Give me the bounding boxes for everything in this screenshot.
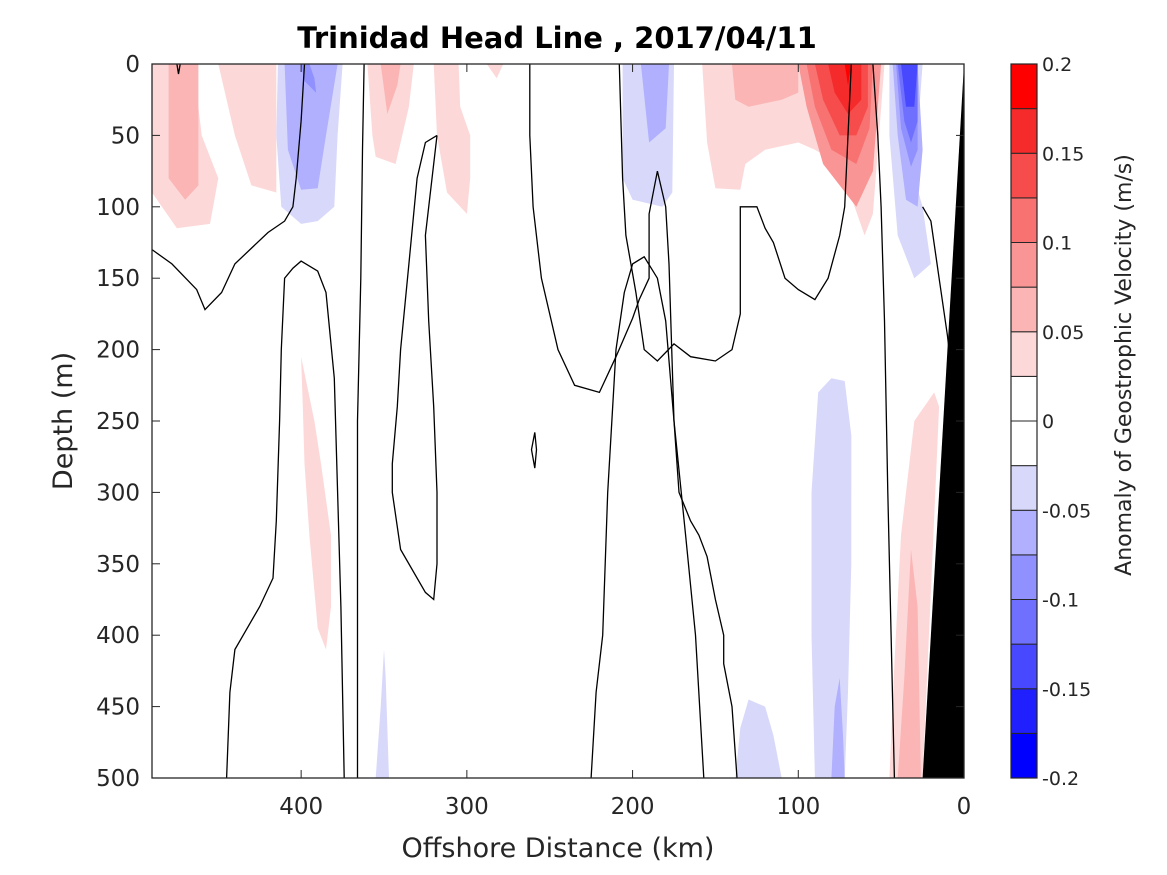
- zero-contour-lines: [152, 64, 964, 778]
- y-tick-label: 200: [96, 338, 140, 364]
- colorbar-label: Anomaly of Geostrophic Velocity (m/s): [1112, 154, 1137, 576]
- colorbar-band: [1010, 599, 1038, 645]
- colorbar-band: [1010, 732, 1038, 779]
- colorbar-band: [1010, 420, 1038, 467]
- colorbar-band: [1010, 554, 1038, 600]
- chart-title: Trinidad Head Line , 2017/04/11: [297, 21, 817, 55]
- filled-region-red-deep-390km: [301, 356, 331, 650]
- y-axis-label: Depth (m): [48, 352, 79, 490]
- x-tick-label: 400: [279, 794, 323, 820]
- x-tick-label: 100: [776, 794, 820, 820]
- filled-region-blue-coastal-level5: [901, 64, 918, 107]
- filled-region-red-core-345km: [380, 64, 401, 114]
- colorbar-band: [1010, 465, 1038, 511]
- contour-west-deep: [225, 260, 345, 778]
- y-tick-label: 400: [96, 623, 140, 649]
- x-tick-label: 300: [445, 794, 489, 820]
- x-axis-ticks: 400 300 200 100 0: [279, 64, 971, 820]
- contour-150km: [618, 64, 852, 362]
- colorbar-band: [1010, 286, 1038, 333]
- filled-region-red-lobe-70km-level5: [828, 64, 862, 114]
- colorbar-band: [1010, 152, 1038, 199]
- contour-west: [152, 64, 306, 311]
- contour-320km: [391, 134, 438, 601]
- colorbar-tick-label: 0.05: [1042, 322, 1084, 344]
- colorbar-tick-label: -0.15: [1042, 679, 1091, 701]
- colorbar-tick-label: 0: [1042, 411, 1054, 433]
- colorbar: 0.2 0.15 0.1 0.05 0 -0.05 -0.1 -0.15 -0.2: [1010, 54, 1091, 790]
- colorbar-band: [1010, 108, 1038, 154]
- contour-coastal: [872, 64, 896, 778]
- y-axis-ticks: 0 50 100 150 200 250 300 350 400 450 500: [96, 52, 964, 792]
- colorbar-band: [1010, 688, 1038, 734]
- filled-region-red-lobe-275km: [486, 64, 504, 79]
- y-tick-label: 0: [125, 52, 140, 78]
- colorbar-band: [1010, 509, 1038, 556]
- x-tick-label: 200: [611, 794, 655, 820]
- y-tick-label: 350: [96, 552, 140, 578]
- x-tick-label: 0: [957, 794, 972, 820]
- contour-280km-loop: [529, 64, 738, 778]
- plot-area: 400 300 200 100 0 0 50 100 150 200 250 300 350 400 45…: [96, 52, 971, 820]
- colorbar-band: [1010, 643, 1038, 690]
- y-tick-label: 150: [96, 266, 140, 292]
- y-tick-label: 100: [96, 195, 140, 221]
- filled-region-blue-deep-350km: [375, 649, 389, 778]
- filled-region-red-lobe-345km: [367, 64, 414, 164]
- y-tick-label: 50: [111, 123, 140, 149]
- colorbar-band: [1010, 375, 1038, 422]
- y-tick-label: 300: [96, 480, 140, 506]
- filled-region-blue-deep-80km-core: [831, 678, 845, 778]
- filled-region-red-coastal-deep-core: [897, 549, 921, 778]
- colorbar-tick-label: -0.2: [1042, 768, 1079, 790]
- colorbar-tick-label: 0.1: [1042, 233, 1072, 255]
- colorbar-band: [1010, 197, 1038, 243]
- colorbar-tick-label: 0.15: [1042, 143, 1084, 165]
- colorbar-band: [1010, 242, 1038, 288]
- y-tick-label: 450: [96, 695, 140, 721]
- colorbar-tick-label: 0.2: [1042, 54, 1072, 76]
- y-tick-label: 250: [96, 409, 140, 435]
- filled-contours: [152, 64, 940, 778]
- colorbar-tick-label: -0.05: [1042, 500, 1091, 522]
- filled-region-blue-deep-80km: [811, 378, 852, 778]
- x-axis-label: Offshore Distance (km): [402, 833, 715, 864]
- y-tick-label: 500: [96, 766, 140, 792]
- bathymetry: [922, 64, 964, 778]
- filled-region-red-mid-140km: [732, 64, 799, 107]
- seafloor-mask: [922, 64, 964, 778]
- colorbar-tick-label: -0.1: [1042, 590, 1079, 612]
- filled-region-red-lobe-70km-core: [844, 64, 852, 86]
- filled-region-red-core-480km: [168, 64, 199, 200]
- contour-366km: [356, 64, 365, 778]
- filled-region-blue-core-190km: [640, 64, 669, 143]
- colorbar-band: [1010, 331, 1038, 377]
- contour-200km: [590, 255, 705, 778]
- colorbar-frame: [1010, 63, 1038, 779]
- contour-tiny-loop: [530, 432, 538, 469]
- filled-region-blue-deep-120km: [735, 699, 782, 778]
- filled-region-red-lobe-300km: [433, 64, 471, 214]
- contour-west-dip: [176, 64, 181, 75]
- colorbar-band: [1010, 63, 1038, 110]
- filled-region-blue-core-400km: [301, 64, 317, 93]
